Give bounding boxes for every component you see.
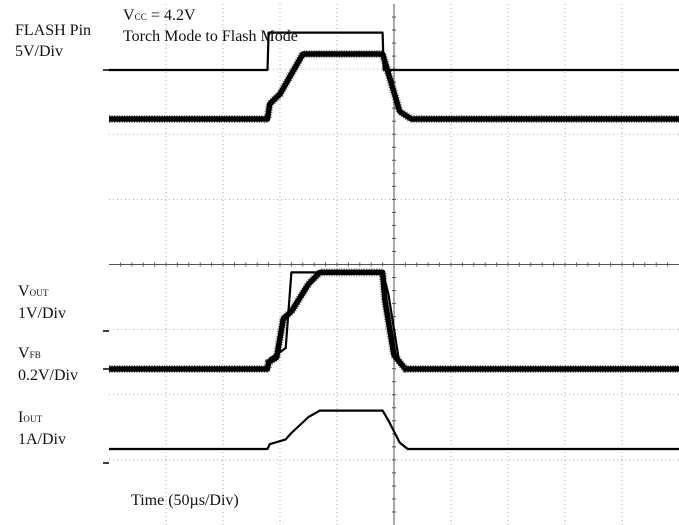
iout-subscript: OUT bbox=[23, 414, 43, 424]
series-line-4 bbox=[109, 409, 679, 451]
channel-level-markers bbox=[103, 69, 109, 464]
supply-voltage-annotation: VCC = 4.2V bbox=[123, 7, 196, 26]
vfb-label: VFB bbox=[18, 345, 41, 364]
iout-scale: 1A/Div bbox=[18, 431, 66, 448]
vout-scale: 1V/Div bbox=[18, 305, 66, 322]
vfb-subscript: FB bbox=[29, 350, 41, 360]
iout-label: IOUT bbox=[18, 409, 42, 428]
flash-pin-label: FLASH Pin bbox=[15, 22, 92, 39]
vfb-symbol: V bbox=[18, 345, 30, 362]
supply-voltage-subscript: CC bbox=[134, 12, 147, 22]
vout-symbol: V bbox=[18, 283, 30, 300]
series-noise-0 bbox=[109, 50, 679, 123]
mode-transition-annotation: Torch Mode to Flash Mode bbox=[123, 28, 298, 45]
supply-voltage-value: = 4.2V bbox=[150, 7, 196, 24]
x-axis-label: Time (50µs/Div) bbox=[131, 492, 239, 509]
iout-symbol: I bbox=[18, 409, 24, 426]
series-line-3 bbox=[109, 271, 679, 371]
flash-pin-scale: 5V/Div bbox=[15, 43, 63, 60]
vout-label: VOUT bbox=[18, 283, 49, 302]
chart-grid bbox=[109, 4, 679, 525]
vfb-scale: 0.2V/Div bbox=[18, 367, 78, 384]
supply-voltage-symbol: V bbox=[123, 7, 135, 24]
chart-traces bbox=[109, 31, 679, 451]
series-line-1 bbox=[109, 31, 679, 72]
vout-subscript: OUT bbox=[29, 288, 49, 298]
